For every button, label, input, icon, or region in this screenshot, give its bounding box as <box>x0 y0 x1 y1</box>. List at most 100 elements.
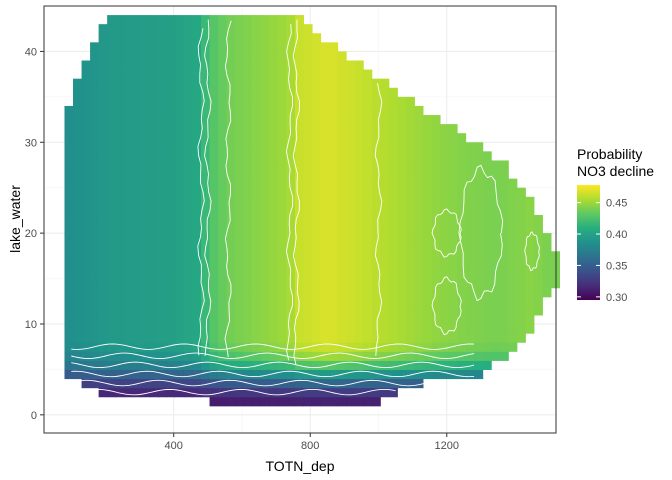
heatmap-tile <box>346 278 356 289</box>
heatmap-tile <box>311 260 322 271</box>
heatmap-tile <box>183 305 194 316</box>
heatmap-tile <box>235 242 245 252</box>
heatmap-tile <box>226 342 236 352</box>
heatmap-tile <box>132 51 142 62</box>
heatmap-tile <box>269 314 279 325</box>
heatmap-tile <box>397 160 407 171</box>
heatmap-tile <box>149 151 159 162</box>
heatmap-tile <box>346 305 356 316</box>
heatmap-tile <box>260 96 270 107</box>
heatmap-tile <box>192 233 202 243</box>
heatmap-tile <box>166 178 177 189</box>
heatmap-tile <box>158 160 168 171</box>
heatmap-tile <box>303 96 313 107</box>
heatmap-tile <box>107 96 117 107</box>
heatmap-tile <box>73 369 83 380</box>
legend-tick-label: 0.45 <box>606 198 627 210</box>
heatmap-tile <box>260 133 270 143</box>
heatmap-tile <box>277 269 287 280</box>
heatmap-tile <box>141 242 151 252</box>
heatmap-tile <box>252 96 262 107</box>
heatmap-tile <box>294 69 305 80</box>
heatmap-tile <box>183 233 194 243</box>
heatmap-tile <box>226 69 236 80</box>
heatmap-tile <box>311 169 322 180</box>
heatmap-tile <box>499 160 509 171</box>
heatmap-tile <box>380 378 390 389</box>
heatmap-tile <box>457 323 467 334</box>
heatmap-tile <box>192 314 202 325</box>
heatmap-tile <box>286 224 296 234</box>
heatmap-tile <box>320 42 330 53</box>
heatmap-tile <box>107 378 117 389</box>
heatmap-tile <box>107 87 117 98</box>
heatmap-tile <box>90 233 100 243</box>
heatmap-tile <box>294 51 305 62</box>
heatmap-tile <box>422 242 433 252</box>
heatmap-tile <box>329 251 339 261</box>
heatmap-tile <box>337 342 347 352</box>
heatmap-tile <box>457 305 467 316</box>
heatmap-tile <box>448 233 458 243</box>
heatmap-tile <box>320 124 330 134</box>
heatmap-tile <box>166 242 177 252</box>
heatmap-tile <box>132 187 142 198</box>
heatmap-tile <box>354 269 364 280</box>
heatmap-tile <box>499 169 509 180</box>
heatmap-tile <box>439 233 450 243</box>
heatmap-tile <box>303 333 313 343</box>
heatmap-tile <box>337 69 347 80</box>
heatmap-tile <box>508 342 518 352</box>
heatmap-tile <box>465 287 475 298</box>
heatmap-tile <box>491 233 501 243</box>
heatmap-tile <box>218 323 228 334</box>
heatmap-tile <box>405 333 415 343</box>
heatmap-tile <box>124 233 134 243</box>
heatmap-tile <box>431 187 441 198</box>
heatmap-tile <box>252 287 262 298</box>
heatmap-tile <box>363 351 373 361</box>
heatmap-tile <box>149 142 159 152</box>
heatmap-tile <box>183 51 194 62</box>
heatmap-tile <box>448 269 458 280</box>
heatmap-tile <box>81 124 91 134</box>
heatmap-tile <box>90 160 100 171</box>
heatmap-tile <box>363 314 373 325</box>
heatmap-tile <box>132 351 142 361</box>
heatmap-tile <box>337 287 347 298</box>
heatmap-tile <box>115 87 125 98</box>
heatmap-tile <box>346 160 356 171</box>
heatmap-tile <box>363 87 373 98</box>
heatmap-tile <box>132 260 142 271</box>
heatmap-tile <box>277 169 287 180</box>
heatmap-tile <box>388 287 398 298</box>
heatmap-tile <box>218 333 228 343</box>
heatmap-tile <box>439 260 450 271</box>
heatmap-tile <box>294 242 305 252</box>
heatmap-tile <box>107 178 117 189</box>
heatmap-tile <box>252 233 262 243</box>
heatmap-tile <box>81 233 91 243</box>
heatmap-tile <box>371 105 381 116</box>
heatmap-tile <box>183 96 194 107</box>
heatmap-tile <box>175 124 185 134</box>
heatmap-tile <box>550 278 561 289</box>
heatmap-tile <box>508 224 518 234</box>
heatmap-tile <box>243 269 253 280</box>
heatmap-tile <box>218 42 228 53</box>
heatmap-tile <box>81 342 91 352</box>
heatmap-tile <box>260 296 270 307</box>
heatmap-tile <box>482 314 492 325</box>
heatmap-tile <box>243 296 253 307</box>
heatmap-tile <box>465 178 475 189</box>
heatmap-tile <box>388 87 398 98</box>
heatmap-tile <box>243 96 253 107</box>
heatmap-tile <box>499 242 509 252</box>
heatmap-tile <box>141 160 151 171</box>
heatmap-tile <box>107 33 117 43</box>
heatmap-tile <box>508 305 518 316</box>
heatmap-tile <box>124 15 134 25</box>
heatmap-tile <box>439 360 450 371</box>
heatmap-tile <box>329 187 339 198</box>
heatmap-tile <box>354 314 364 325</box>
